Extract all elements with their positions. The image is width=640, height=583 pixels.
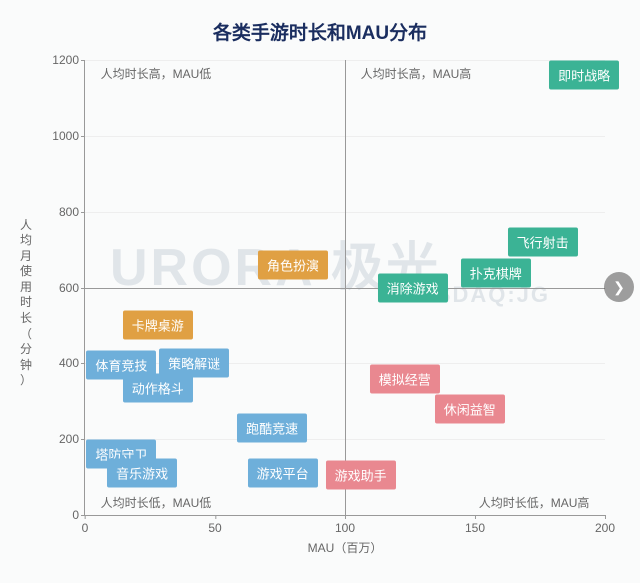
x-tick: 100 (335, 515, 355, 535)
y-tick: 1200 (52, 53, 85, 67)
data-point[interactable]: 跑酷竞速 (237, 413, 307, 442)
quadrant-label: 人均时长高，MAU低 (101, 65, 212, 82)
next-arrow-button[interactable]: ❯ (604, 272, 634, 302)
data-point[interactable]: 动作格斗 (123, 373, 193, 402)
data-point[interactable]: 消除游戏 (378, 273, 448, 302)
x-tick: 0 (82, 515, 89, 535)
data-point[interactable]: 模拟经营 (370, 364, 440, 393)
data-point[interactable]: 游戏助手 (326, 461, 396, 490)
divider-horizontal (85, 288, 605, 289)
x-tick: 150 (465, 515, 485, 535)
y-tick: 800 (59, 205, 85, 219)
data-point[interactable]: 扑克棋牌 (461, 259, 531, 288)
y-tick: 1000 (52, 129, 85, 143)
x-tick: 200 (595, 515, 615, 535)
y-tick: 600 (59, 281, 85, 295)
data-point[interactable]: 飞行射击 (508, 228, 578, 257)
quadrant-label: 人均时长低，MAU高 (479, 494, 590, 511)
data-point[interactable]: 音乐游戏 (107, 458, 177, 487)
data-point[interactable]: 即时战略 (549, 61, 619, 90)
x-axis-label: MAU（百万） (308, 539, 383, 556)
data-point[interactable]: 卡牌桌游 (123, 311, 193, 340)
y-tick: 400 (59, 356, 85, 370)
y-axis-label: 人均月使用时长（分钟） (18, 218, 34, 390)
chart-plot-area: 020040060080010001200050100150200MAU（百万）… (84, 60, 605, 516)
x-tick: 50 (208, 515, 221, 535)
y-tick: 200 (59, 432, 85, 446)
quadrant-label: 人均时长高，MAU高 (361, 65, 472, 82)
quadrant-label: 人均时长低，MAU低 (101, 494, 212, 511)
chevron-right-icon: ❯ (613, 279, 625, 296)
data-point[interactable]: 游戏平台 (248, 458, 318, 487)
data-point[interactable]: 休闲益智 (435, 394, 505, 423)
chart-title: 各类手游时长和MAU分布 (0, 0, 640, 45)
data-point[interactable]: 角色扮演 (258, 250, 328, 279)
